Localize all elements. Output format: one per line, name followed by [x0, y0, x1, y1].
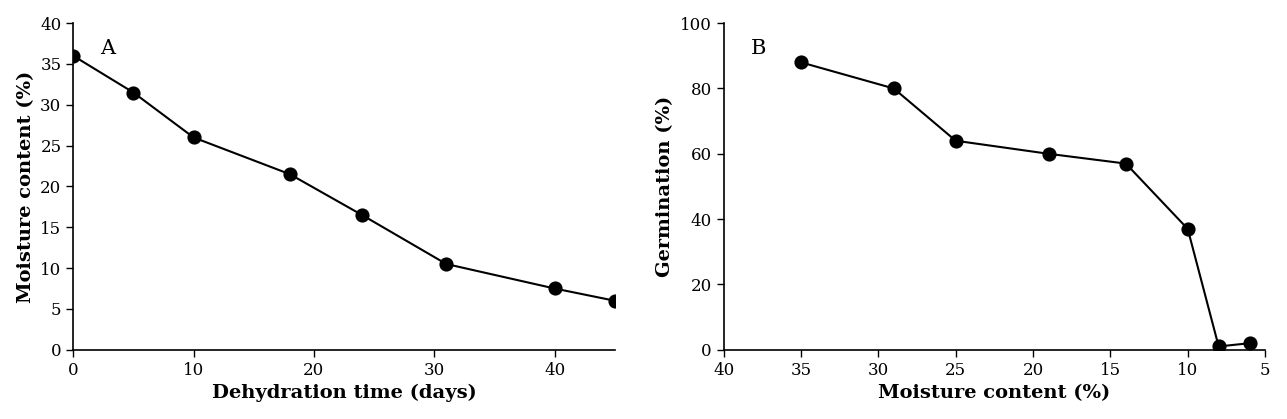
- X-axis label: Dehydration time (days): Dehydration time (days): [211, 384, 476, 402]
- X-axis label: Moisture content (%): Moisture content (%): [878, 384, 1111, 402]
- Text: A: A: [100, 39, 116, 59]
- Y-axis label: Moisture content (%): Moisture content (%): [17, 70, 35, 303]
- Text: B: B: [750, 39, 766, 59]
- Y-axis label: Germination (%): Germination (%): [656, 96, 674, 277]
